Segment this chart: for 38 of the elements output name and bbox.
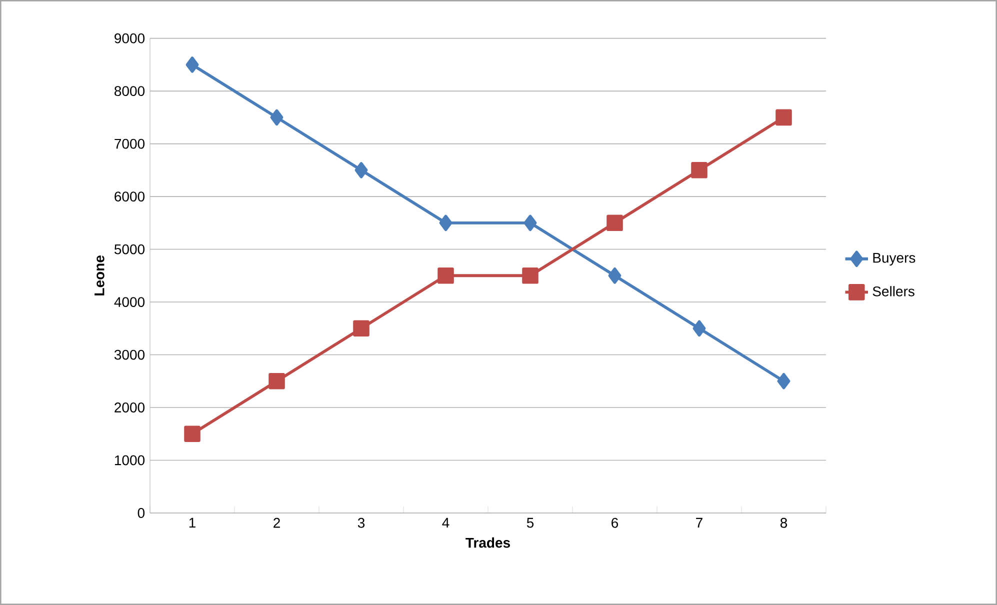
point <box>606 214 623 232</box>
x-axis-title: Trades <box>466 537 510 548</box>
y-tick-label: 2000 <box>114 402 145 412</box>
point <box>691 162 708 178</box>
point <box>608 268 622 284</box>
y-tick-label: 1000 <box>114 455 145 466</box>
point <box>354 162 368 178</box>
x-tick-label: 6 <box>612 518 618 528</box>
x-tick-label: 3 <box>358 518 365 528</box>
point <box>524 214 537 232</box>
point <box>522 268 538 284</box>
y-tick-label: 9000 <box>114 33 145 44</box>
y-tick-label: 8000 <box>114 86 145 96</box>
point <box>438 268 454 284</box>
x-tick-label: 2 <box>274 518 280 528</box>
y-tick-label: 5000 <box>114 244 145 254</box>
point <box>692 320 706 337</box>
point <box>184 426 200 442</box>
point <box>353 320 370 337</box>
y-tick-label: 3000 <box>114 350 145 360</box>
point <box>776 109 792 126</box>
point <box>268 372 285 390</box>
x-tick-label: 5 <box>526 518 534 528</box>
point <box>777 372 790 390</box>
x-tick-label: 1 <box>189 518 196 528</box>
point <box>270 109 284 126</box>
point <box>439 214 452 232</box>
y-tick-label: 6000 <box>114 192 145 202</box>
legend-label: Buyers <box>873 253 916 266</box>
y-tick-label: 4000 <box>114 297 145 307</box>
y-tick-label: 0 <box>138 508 145 518</box>
x-tick-label: 8 <box>780 518 788 528</box>
point <box>186 56 199 73</box>
y-axis-title: Leone <box>94 256 104 296</box>
x-tick-label: 7 <box>696 518 702 528</box>
x-tick-label: 4 <box>442 518 450 528</box>
legend-label: Sellers <box>872 286 914 296</box>
y-tick-label: 7000 <box>114 138 145 149</box>
